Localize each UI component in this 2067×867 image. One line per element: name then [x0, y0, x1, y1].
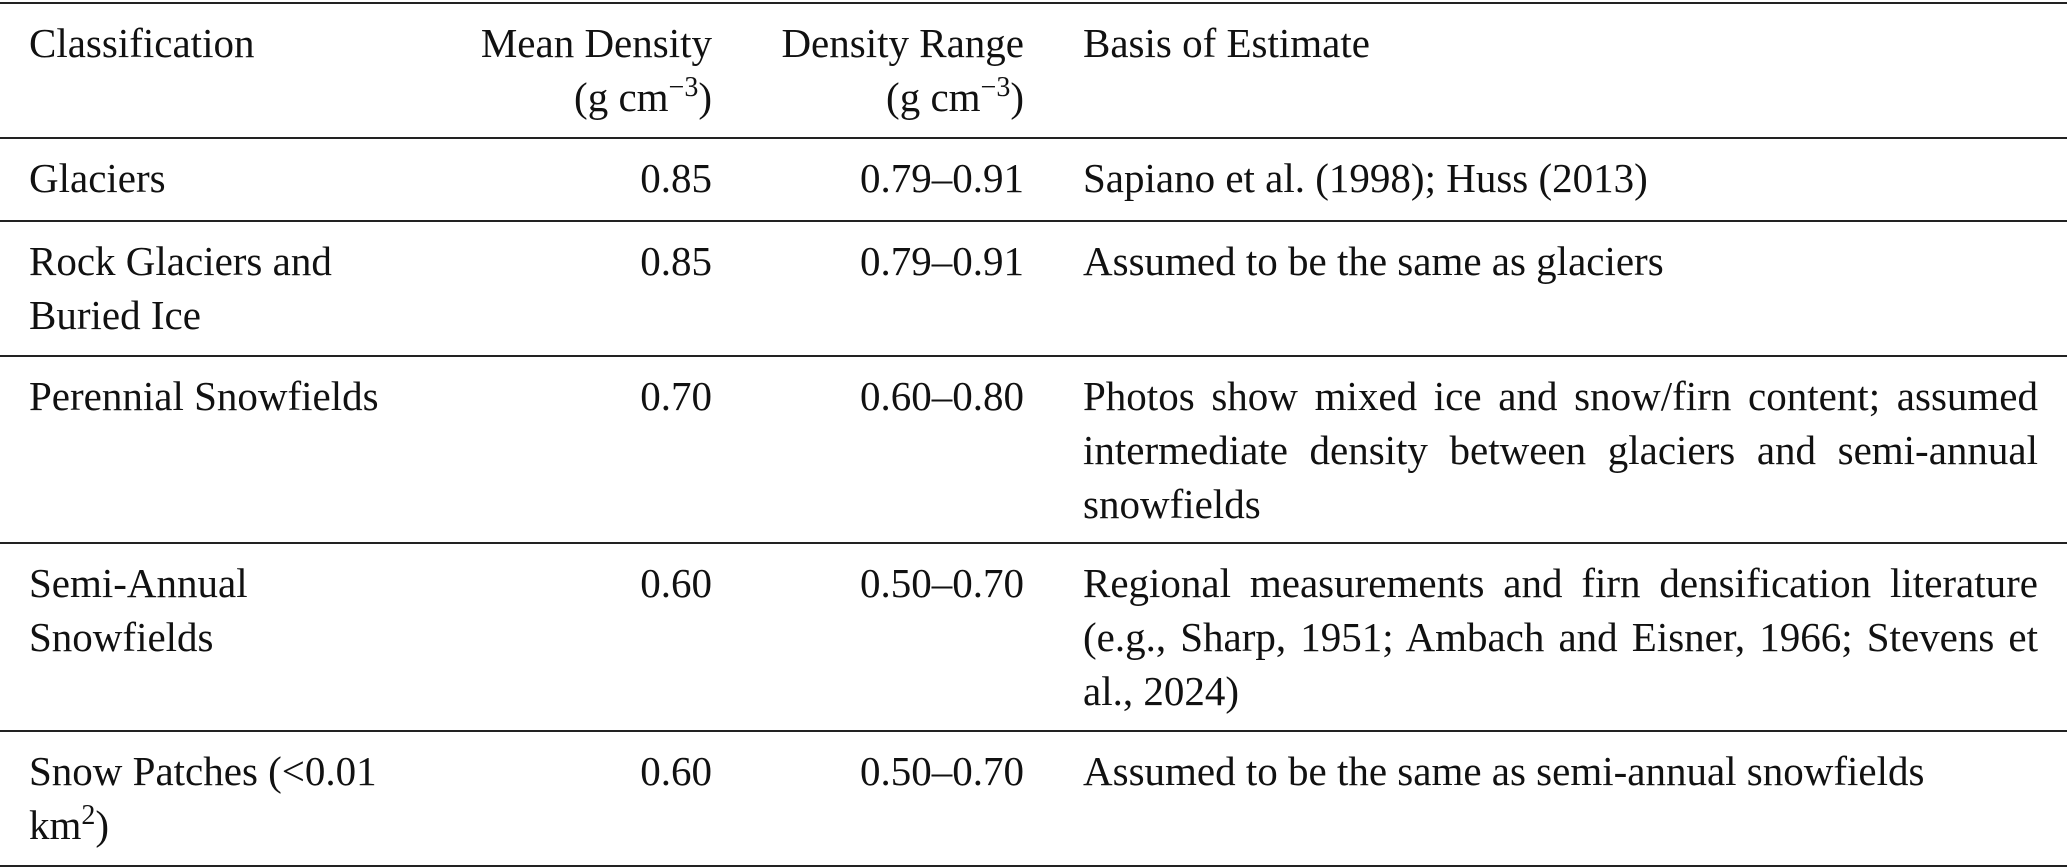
- header-row: Classification Mean Density (g cm−3) Densit…: [0, 3, 2067, 138]
- superscript: 2: [81, 800, 96, 831]
- cell-text: Perennial Snowfields: [29, 373, 379, 419]
- cell-text: Glaciers: [29, 155, 166, 201]
- table-cell: Regional measurements and firn densifica…: [1024, 543, 2067, 731]
- table-cell: 0.50–0.70: [712, 543, 1024, 731]
- cell-text: Regional measurements and firn densifica…: [1083, 560, 2038, 714]
- text-part: Snow Patches (<0.01 km: [29, 748, 377, 848]
- table-cell: Snow Patches (<0.01 km2): [0, 731, 430, 866]
- superscript: −3: [668, 72, 699, 103]
- table-header: Classification Mean Density (g cm−3) Densit…: [0, 3, 2067, 138]
- table-cell: Assumed to be the same as semi-annual sn…: [1024, 731, 2067, 866]
- cell-text: Assumed to be the same as glaciers: [1083, 238, 1664, 284]
- table-cell: 0.79–0.91: [712, 138, 1024, 221]
- cell-text: 0.60: [640, 560, 712, 606]
- cell-text: Rock Glaciers and Buried Ice: [29, 238, 332, 338]
- text-part: (g cm: [886, 74, 981, 120]
- table-cell: 0.60: [430, 543, 712, 731]
- table-cell: 0.70: [430, 356, 712, 543]
- column-header: Mean Density (g cm−3): [430, 3, 712, 138]
- column-header: Basis of Estimate: [1024, 3, 2067, 138]
- superscript: −3: [980, 72, 1011, 103]
- table-row: Perennial Snowfields 0.70 0.60–0.80 Photos …: [0, 356, 2067, 543]
- cell-text: 0.60: [640, 748, 712, 794]
- cell-text: 0.60–0.80: [860, 373, 1024, 419]
- table-cell: Semi-Annual Snowfields: [0, 543, 430, 731]
- cell-text: 0.85: [640, 238, 712, 284]
- table-cell: Sapiano et al. (1998); Huss (2013): [1024, 138, 2067, 221]
- cell-text: 0.50–0.70: [860, 560, 1024, 606]
- cell-text: 0.79–0.91: [860, 238, 1024, 284]
- table-cell: Photos show mixed ice and snow/firn cont…: [1024, 356, 2067, 543]
- table-cell: Rock Glaciers and Buried Ice: [0, 221, 430, 356]
- header-label: Basis of Estimate: [1083, 20, 1370, 66]
- cell-text: Photos show mixed ice and snow/firn cont…: [1083, 373, 2038, 527]
- cell-text: Semi-Annual Snowfields: [29, 560, 248, 660]
- table-cell: 0.85: [430, 138, 712, 221]
- table-row: Rock Glaciers and Buried Ice 0.85 0.79–0.9…: [0, 221, 2067, 356]
- column-header: Density Range (g cm−3): [712, 3, 1024, 138]
- cell-text: 0.79–0.91: [860, 155, 1024, 201]
- cell-text: Assumed to be the same as semi-annual sn…: [1083, 748, 1925, 794]
- table-cell: 0.85: [430, 221, 712, 356]
- header-label: Mean Density: [480, 20, 712, 66]
- cell-text: Sapiano et al. (1998); Huss (2013): [1083, 155, 1648, 201]
- table-cell: 0.60: [430, 731, 712, 866]
- column-header: Classification: [0, 3, 430, 138]
- table-body: Glaciers 0.85 0.79–0.91 Sapiano et al. (199…: [0, 138, 2067, 866]
- table-cell: Assumed to be the same as glaciers: [1024, 221, 2067, 356]
- header-label: Density Range: [781, 20, 1024, 66]
- header-label: Classification: [29, 20, 255, 66]
- table-row: Glaciers 0.85 0.79–0.91 Sapiano et al. (199…: [0, 138, 2067, 221]
- cell-text: 0.70: [640, 373, 712, 419]
- text-part: ): [95, 802, 110, 848]
- cell-text: 0.85: [640, 155, 712, 201]
- table-cell: Perennial Snowfields: [0, 356, 430, 543]
- text-part: ): [1010, 74, 1024, 120]
- table-row: Snow Patches (<0.01 km2) 0.60 0.50–0.70 Ass…: [0, 731, 2067, 866]
- table-cell: 0.60–0.80: [712, 356, 1024, 543]
- table-row: Semi-Annual Snowfields 0.60 0.50–0.70 Regio…: [0, 543, 2067, 731]
- cell-text: 0.50–0.70: [860, 748, 1024, 794]
- text-part: ): [698, 74, 712, 120]
- table-cell: Glaciers: [0, 138, 430, 221]
- table-cell: 0.50–0.70: [712, 731, 1024, 866]
- table-cell: 0.79–0.91: [712, 221, 1024, 356]
- text-part: (g cm: [574, 74, 669, 120]
